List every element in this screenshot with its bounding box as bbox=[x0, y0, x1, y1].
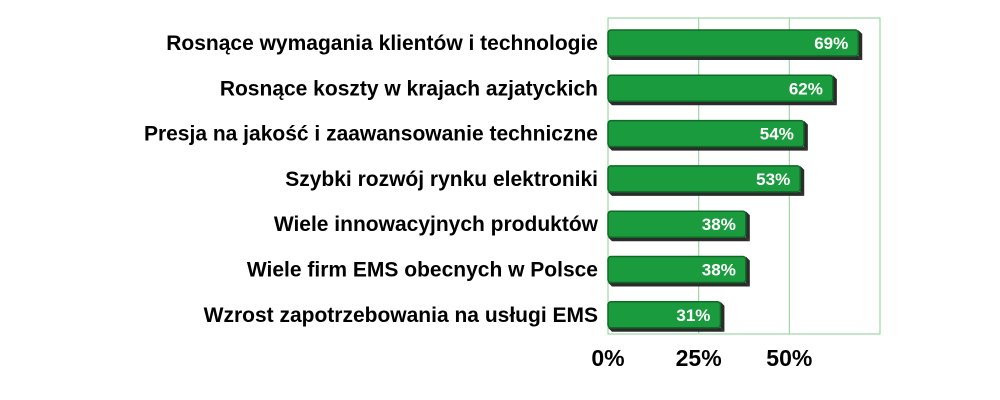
bar-depth bbox=[608, 146, 808, 151]
category-label: Wzrost zapotrzebowania na usługi EMS bbox=[204, 304, 598, 327]
bar-depth bbox=[745, 256, 750, 287]
bar-depth bbox=[745, 211, 750, 242]
bar bbox=[607, 29, 859, 57]
bar-depth bbox=[832, 75, 837, 106]
bar-value-label: 38% bbox=[702, 215, 736, 234]
category-label: Wiele firm EMS obecnych w Polsce bbox=[247, 259, 598, 282]
bar-value-label: 31% bbox=[676, 306, 710, 325]
bar-value-label: 38% bbox=[702, 261, 736, 280]
bar bbox=[607, 165, 801, 193]
x-tick-label: 25% bbox=[676, 345, 722, 371]
bar bbox=[607, 210, 747, 238]
bar-depth bbox=[720, 301, 725, 332]
category-label: Presja na jakość i zaawansowanie technic… bbox=[144, 123, 598, 146]
bar bbox=[607, 301, 722, 329]
x-tick-label: 0% bbox=[591, 345, 624, 371]
bar-value-label: 69% bbox=[814, 34, 848, 53]
bar-value-label: 54% bbox=[760, 125, 794, 144]
bar-value-label: 53% bbox=[756, 170, 790, 189]
bar bbox=[607, 74, 834, 103]
bar-value-label: 62% bbox=[789, 79, 823, 98]
category-label: Rosnące koszty w krajach azjatyckich bbox=[220, 77, 598, 100]
category-label: Rosnące wymagania klientów i technologie bbox=[166, 32, 598, 55]
bar-depth bbox=[800, 165, 805, 196]
bar-depth bbox=[608, 191, 805, 196]
bar-depth bbox=[608, 327, 725, 332]
bar-depth bbox=[803, 120, 808, 151]
bar bbox=[607, 255, 747, 284]
bar-depth bbox=[608, 282, 750, 287]
category-label: Szybki rozwój rynku elektroniki bbox=[285, 168, 598, 191]
x-tick-label: 50% bbox=[766, 345, 812, 371]
category-label: Wiele innowacyjnych produktów bbox=[274, 213, 599, 236]
bar-depth bbox=[608, 237, 750, 242]
bar-depth bbox=[608, 56, 863, 60]
bar-depth bbox=[858, 30, 863, 60]
bar bbox=[607, 119, 805, 148]
bar-depth bbox=[608, 101, 837, 106]
